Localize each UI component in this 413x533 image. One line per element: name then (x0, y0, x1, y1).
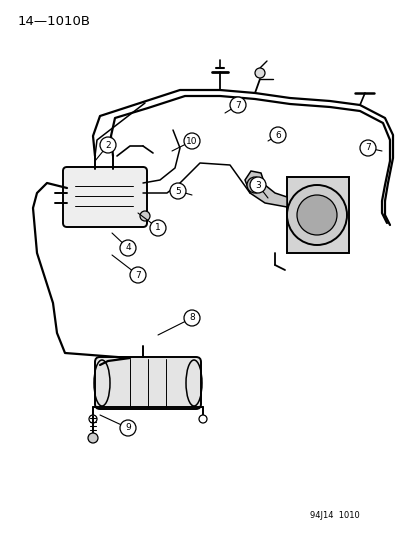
Circle shape (120, 240, 136, 256)
Text: 10: 10 (186, 136, 197, 146)
Circle shape (120, 420, 136, 436)
Text: 14—1010B: 14—1010B (18, 15, 91, 28)
Circle shape (140, 211, 150, 221)
Circle shape (183, 310, 199, 326)
Text: 94J14  1010: 94J14 1010 (309, 511, 359, 520)
Circle shape (359, 140, 375, 156)
Polygon shape (244, 171, 286, 207)
Circle shape (269, 127, 285, 143)
Text: 9: 9 (125, 424, 131, 432)
Circle shape (230, 97, 245, 113)
FancyBboxPatch shape (95, 357, 201, 409)
Circle shape (89, 415, 97, 423)
Text: 7: 7 (364, 143, 370, 152)
Text: 7: 7 (235, 101, 240, 109)
Circle shape (88, 433, 98, 443)
Circle shape (170, 183, 185, 199)
Circle shape (296, 195, 336, 235)
Text: 1: 1 (155, 223, 161, 232)
Circle shape (251, 182, 258, 189)
Circle shape (100, 137, 116, 153)
Text: 3: 3 (254, 181, 260, 190)
Text: 2: 2 (105, 141, 111, 149)
Circle shape (249, 177, 266, 193)
Text: 4: 4 (125, 244, 131, 253)
Circle shape (254, 68, 264, 78)
Text: 5: 5 (175, 187, 180, 196)
Circle shape (183, 133, 199, 149)
Circle shape (286, 185, 346, 245)
FancyBboxPatch shape (63, 167, 147, 227)
Text: 7: 7 (135, 271, 140, 279)
Circle shape (150, 220, 166, 236)
Circle shape (247, 177, 262, 193)
Text: 8: 8 (189, 313, 195, 322)
Circle shape (199, 415, 206, 423)
Text: 6: 6 (275, 131, 280, 140)
Circle shape (130, 267, 146, 283)
FancyBboxPatch shape (286, 177, 348, 253)
